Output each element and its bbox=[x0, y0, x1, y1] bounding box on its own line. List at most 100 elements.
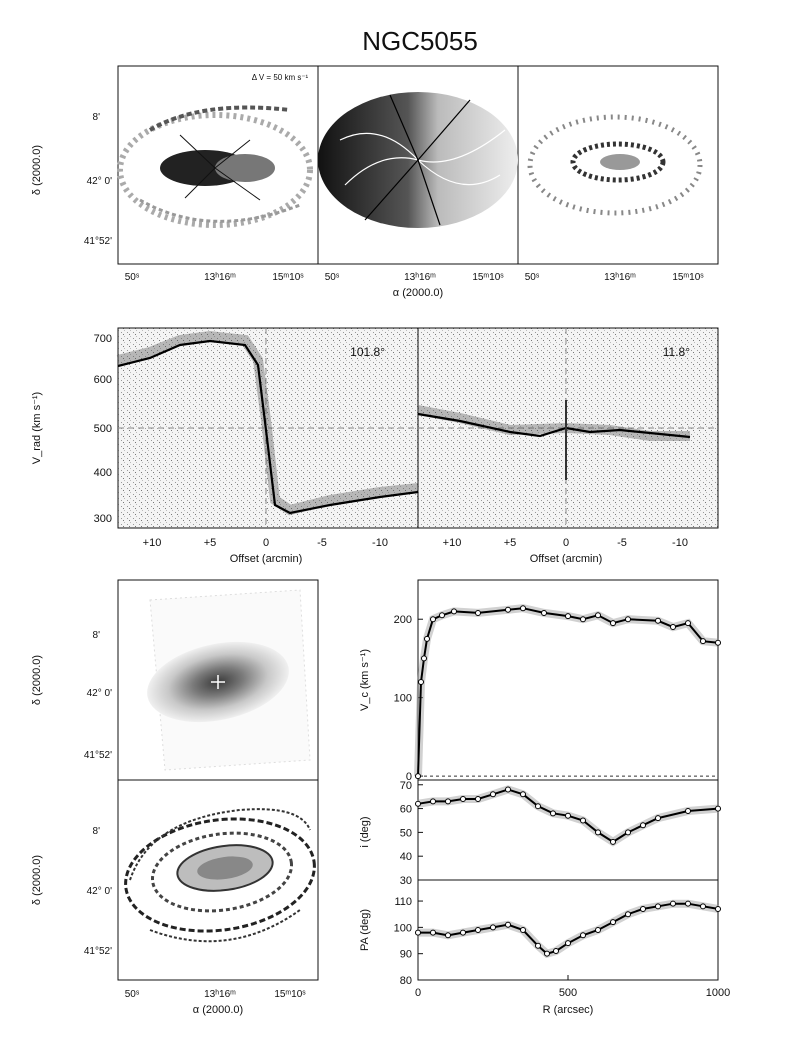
incl-data-point bbox=[430, 798, 436, 805]
pv-right-x-tick-4: -5 bbox=[617, 537, 627, 549]
r-x-axis-label: R (arcsec) bbox=[543, 1004, 594, 1016]
top-x-tick-1c: 15ᵐ10ˢ bbox=[272, 272, 304, 283]
top-y-tick-1: 8' bbox=[93, 112, 101, 123]
figure-title: NGC5055 bbox=[362, 26, 478, 56]
bottom-left-panels bbox=[117, 579, 319, 981]
pa-y-tick-label: 80 bbox=[400, 975, 412, 987]
top-x-tick-1b: 13ʰ16ᵐ bbox=[204, 272, 236, 283]
pv-right-x-tick-3: 0 bbox=[563, 537, 569, 549]
pa-y-axis-label: PA (deg) bbox=[359, 909, 371, 951]
incl-data-point bbox=[715, 805, 721, 812]
pa-data-point bbox=[685, 900, 691, 907]
pv-right-x-tick-2: +5 bbox=[504, 537, 517, 549]
rc-data-point bbox=[421, 655, 427, 662]
pa-x-tick-label: 0 bbox=[415, 987, 421, 999]
incl-y-tick-label: 70 bbox=[400, 780, 412, 792]
top-y-axis-label: δ (2000.0) bbox=[31, 145, 43, 195]
pa-data-point bbox=[655, 903, 661, 910]
pa-data-point bbox=[610, 919, 616, 926]
incl-data-point bbox=[520, 791, 526, 798]
rotation-curve-plot: 0 100 200 bbox=[394, 604, 721, 783]
pv-panels bbox=[116, 327, 719, 529]
incl-data-point bbox=[580, 817, 586, 824]
pv-y-tick-400: 400 bbox=[94, 467, 112, 479]
top-x-tick-3c: 15ᵐ10ˢ bbox=[672, 272, 704, 283]
top-x-tick-3b: 13ʰ16ᵐ bbox=[604, 272, 636, 283]
incl-data-point bbox=[595, 829, 601, 836]
rc-data-point bbox=[580, 616, 586, 623]
pa-series-line bbox=[418, 902, 719, 955]
position-angle-plot: 80 90 100 110 0 500 1000 bbox=[394, 896, 731, 999]
hi-map bbox=[124, 808, 316, 943]
incl-data-point bbox=[685, 807, 691, 814]
rc-data-point bbox=[424, 635, 430, 642]
top-x-axis-label: α (2000.0) bbox=[393, 287, 443, 299]
pa-y-tick-label: 110 bbox=[394, 896, 412, 908]
rc-data-point bbox=[505, 606, 511, 613]
pa-data-point bbox=[475, 927, 481, 933]
incl-data-point bbox=[550, 810, 556, 817]
rc-data-point bbox=[715, 639, 721, 646]
bl-top-y-tick-3: 41°52' bbox=[84, 750, 112, 761]
bl-x-tick-2: 13ʰ16ᵐ bbox=[204, 989, 236, 1000]
top-x-tick-1a: 50ˢ bbox=[125, 272, 140, 283]
rc-data-point bbox=[685, 620, 691, 627]
pv-y-tick-600: 600 bbox=[94, 374, 112, 386]
pa-data-point bbox=[640, 905, 646, 912]
bl-top-y-tick-2: 42° 0' bbox=[87, 688, 112, 699]
incl-data-point bbox=[445, 798, 451, 805]
pv-right-angle: 11.8° bbox=[663, 345, 690, 359]
pa-data-point bbox=[700, 903, 706, 910]
pv-left-x-tick-4: -5 bbox=[317, 537, 327, 549]
rc-data-point bbox=[520, 605, 526, 612]
inclination-plot: 30 40 50 60 70 bbox=[400, 780, 721, 887]
pa-data-point bbox=[565, 940, 571, 947]
incl-y-tick-label: 50 bbox=[400, 827, 412, 839]
incl-data-point bbox=[460, 796, 466, 803]
bl-top-y-axis-label: δ (2000.0) bbox=[31, 655, 43, 705]
pa-data-point bbox=[625, 911, 631, 918]
pv-y-tick-300: 300 bbox=[94, 513, 112, 525]
pv-left-x-tick-2: +5 bbox=[204, 537, 217, 549]
delta-v-label: Δ V = 50 km s⁻¹ bbox=[252, 73, 309, 82]
bl-top-y-tick-1: 8' bbox=[93, 630, 101, 641]
incl-data-point bbox=[640, 822, 646, 829]
top-x-tick-3a: 50ˢ bbox=[525, 272, 540, 283]
bl-bottom-y-tick-2: 42° 0' bbox=[87, 886, 112, 897]
top-y-tick-2: 42° 0' bbox=[87, 176, 112, 187]
rc-data-point bbox=[451, 608, 457, 615]
bl-bottom-y-axis-label: δ (2000.0) bbox=[31, 855, 43, 905]
rc-data-point bbox=[625, 616, 631, 623]
pv-y-axis-label: V_rad (km s⁻¹) bbox=[31, 392, 43, 464]
rc-data-point bbox=[655, 617, 661, 624]
pv-right-x-tick-1: +10 bbox=[443, 537, 462, 549]
pa-data-point bbox=[670, 900, 676, 907]
pv-y-tick-500: 500 bbox=[94, 423, 112, 435]
rc-y-tick-label: 0 bbox=[406, 771, 412, 783]
rc-data-point bbox=[700, 638, 706, 645]
incl-y-tick-label: 30 bbox=[400, 875, 412, 887]
bl-x-tick-1: 50ˢ bbox=[125, 989, 140, 1000]
pa-data-point bbox=[580, 932, 586, 939]
rc-data-point bbox=[415, 773, 421, 780]
pv-left-curve bbox=[117, 339, 419, 515]
pv-left-x-axis-label: Offset (arcmin) bbox=[230, 553, 303, 565]
incl-data-point bbox=[535, 803, 541, 810]
incl-data-point bbox=[655, 815, 661, 822]
pa-data-point bbox=[535, 942, 541, 949]
incl-y-tick-label: 40 bbox=[400, 851, 412, 863]
pv-left-x-tick-3: 0 bbox=[263, 537, 269, 549]
incl-data-point bbox=[625, 829, 631, 836]
incl-data-point bbox=[490, 791, 496, 798]
velocity-field-model bbox=[318, 92, 518, 228]
rc-y-axis-label: V_c (km s⁻¹) bbox=[359, 649, 371, 711]
pa-data-point bbox=[460, 929, 466, 936]
incl-data-point bbox=[565, 812, 571, 819]
pa-data-point bbox=[445, 932, 451, 939]
rc-data-point bbox=[610, 620, 616, 627]
bl-bottom-y-tick-1: 8' bbox=[93, 826, 101, 837]
pv-y-tick-700: 700 bbox=[94, 333, 112, 345]
incl-data-point bbox=[505, 786, 511, 793]
pa-data-point bbox=[505, 921, 511, 928]
incl-data-point bbox=[475, 796, 481, 803]
